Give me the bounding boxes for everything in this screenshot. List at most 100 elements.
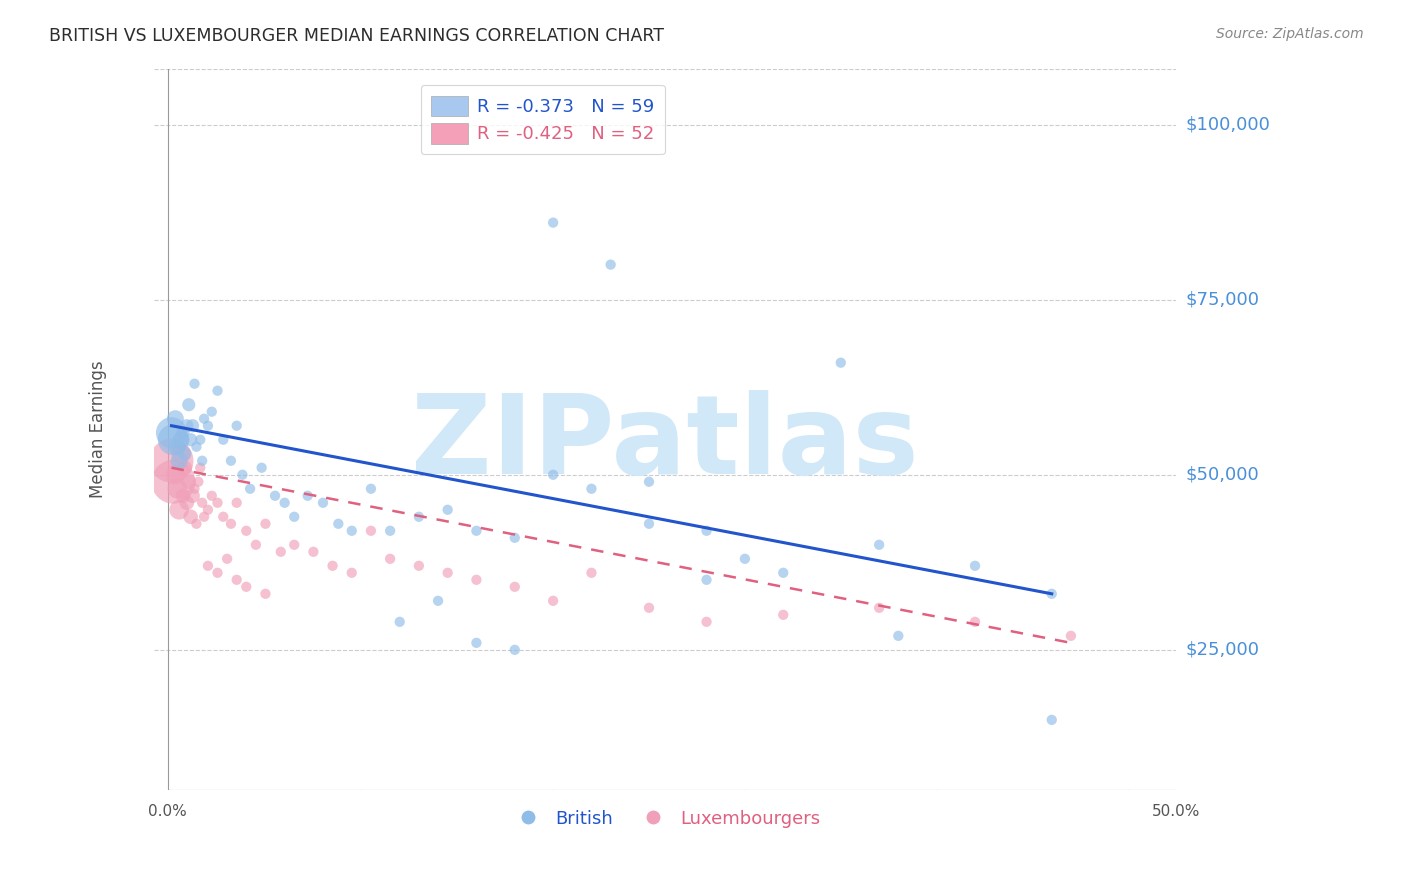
Point (166, 440, 188, 454)
Point (193, 411, 215, 425)
Point (734, 551, 756, 566)
Point (302, 545, 325, 559)
Point (201, 405, 224, 419)
Point (378, 551, 401, 566)
Point (328, 516, 350, 531)
Point (197, 558, 219, 573)
Point (172, 489, 194, 503)
Point (239, 482, 262, 496)
Text: $75,000: $75,000 (1187, 291, 1260, 309)
Text: 50.0%: 50.0% (1152, 804, 1201, 819)
Point (270, 545, 292, 559)
Point (162, 433, 184, 447)
Point (188, 460, 211, 475)
Legend: British, Luxembourgers: British, Luxembourgers (503, 803, 828, 835)
Point (235, 580, 257, 594)
Point (245, 538, 267, 552)
Text: $50,000: $50,000 (1187, 466, 1260, 483)
Point (772, 607, 794, 622)
Point (176, 496, 198, 510)
Point (378, 524, 401, 538)
Point (174, 460, 197, 475)
Point (167, 502, 190, 516)
Point (177, 475, 200, 489)
Point (162, 475, 184, 489)
Point (312, 496, 335, 510)
Point (217, 551, 239, 566)
Point (170, 433, 193, 447)
Point (1040, 713, 1063, 727)
Text: ZIPatlas: ZIPatlas (412, 390, 920, 497)
Point (197, 502, 219, 516)
Point (191, 454, 214, 468)
Point (219, 516, 242, 531)
Point (212, 509, 235, 524)
Point (186, 516, 208, 531)
Point (465, 573, 488, 587)
Point (166, 482, 188, 496)
Point (219, 454, 242, 468)
Point (465, 524, 488, 538)
Point (172, 425, 194, 440)
Point (830, 356, 852, 370)
Point (1040, 587, 1063, 601)
Point (599, 258, 621, 272)
Point (503, 531, 526, 545)
Point (225, 418, 247, 433)
Point (541, 594, 564, 608)
Text: Source: ZipAtlas.com: Source: ZipAtlas.com (1216, 27, 1364, 41)
Point (963, 615, 986, 629)
Text: $25,000: $25,000 (1187, 640, 1260, 659)
Point (165, 411, 187, 425)
Point (231, 467, 253, 482)
Point (188, 433, 211, 447)
Point (170, 447, 193, 461)
Point (176, 418, 198, 433)
Point (212, 433, 235, 447)
Point (503, 643, 526, 657)
Point (360, 524, 382, 538)
Point (225, 573, 247, 587)
Point (360, 482, 382, 496)
Point (174, 447, 197, 461)
Point (772, 566, 794, 580)
Point (183, 376, 205, 391)
Point (177, 398, 200, 412)
Point (638, 475, 661, 489)
Point (427, 594, 450, 608)
Point (696, 615, 718, 629)
Point (181, 418, 204, 433)
Point (183, 482, 205, 496)
Point (283, 509, 305, 524)
Point (503, 580, 526, 594)
Point (180, 509, 202, 524)
Point (868, 538, 890, 552)
Point (436, 566, 458, 580)
Point (165, 467, 187, 482)
Text: 0.0%: 0.0% (148, 804, 187, 819)
Point (388, 615, 411, 629)
Point (436, 502, 458, 516)
Point (696, 524, 718, 538)
Point (186, 440, 208, 454)
Point (297, 489, 319, 503)
Text: Median Earnings: Median Earnings (89, 360, 107, 498)
Point (465, 636, 488, 650)
Point (322, 558, 344, 573)
Point (207, 566, 229, 580)
Point (638, 600, 661, 615)
Point (187, 475, 209, 489)
Point (167, 454, 190, 468)
Point (201, 489, 224, 503)
Point (254, 587, 277, 601)
Point (408, 558, 430, 573)
Point (408, 509, 430, 524)
Text: BRITISH VS LUXEMBOURGER MEDIAN EARNINGS CORRELATION CHART: BRITISH VS LUXEMBOURGER MEDIAN EARNINGS … (49, 27, 664, 45)
Point (963, 558, 986, 573)
Point (696, 573, 718, 587)
Point (541, 216, 564, 230)
Point (264, 489, 287, 503)
Point (283, 538, 305, 552)
Point (638, 516, 661, 531)
Point (160, 425, 183, 440)
